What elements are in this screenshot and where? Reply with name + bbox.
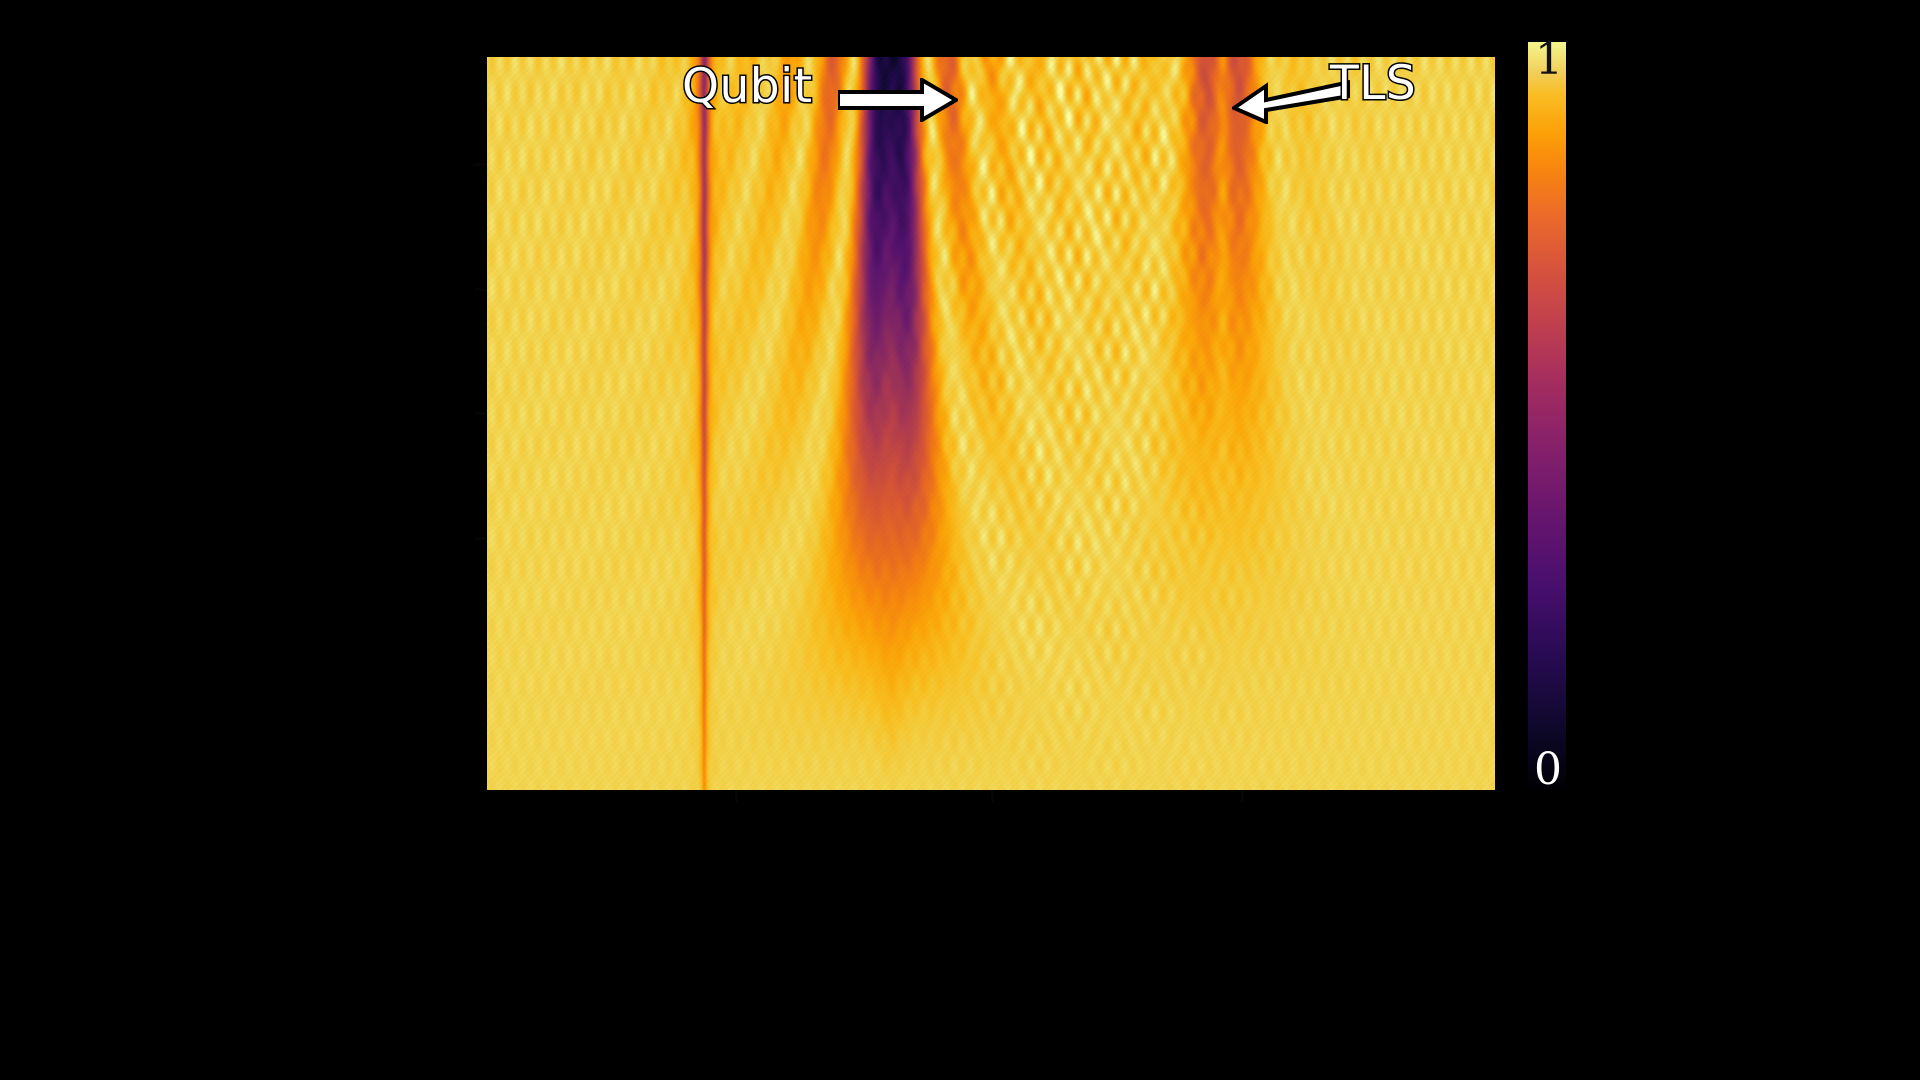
heatmap-plot-area [487, 57, 1495, 790]
y-tick-0 [475, 163, 487, 166]
colorbar-min-label: 0 [1534, 744, 1562, 795]
y-tick-3 [475, 537, 487, 540]
x-tick-2 [1241, 790, 1244, 802]
arrow-right-icon [838, 78, 958, 122]
x-tick-1 [991, 790, 994, 802]
colorbar-gradient [1528, 42, 1566, 790]
y-tick-1 [475, 288, 487, 291]
y-tick-2 [475, 412, 487, 415]
colorbar: 1 0 [1528, 38, 1566, 795]
tls-annotation-label: TLS [1328, 56, 1417, 111]
heatmap-image [487, 57, 1495, 790]
qubit-annotation-label: Qubit [681, 59, 814, 114]
colorbar-max-label: 1 [1535, 34, 1563, 85]
arrow-left-icon [1232, 79, 1350, 124]
x-tick-0 [735, 790, 738, 802]
